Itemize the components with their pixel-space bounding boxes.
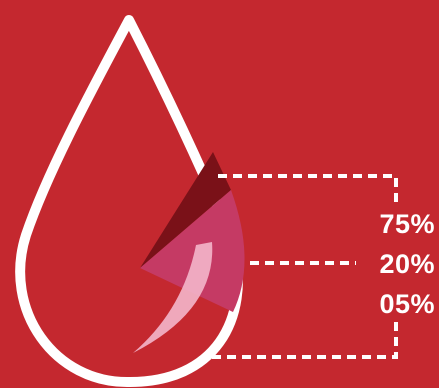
percentage-label-bottom: 05%: [379, 289, 435, 319]
drop-outline: [15, 15, 243, 388]
segment-pink: [140, 190, 245, 312]
connector-line-bottom: [204, 322, 398, 359]
connector-line-top: [218, 174, 398, 204]
segment-dark-red: [140, 152, 231, 268]
segment-light-pink: [133, 242, 213, 353]
percentage-label-top: 75%: [379, 209, 435, 239]
percentage-label-middle: 20%: [379, 249, 435, 279]
